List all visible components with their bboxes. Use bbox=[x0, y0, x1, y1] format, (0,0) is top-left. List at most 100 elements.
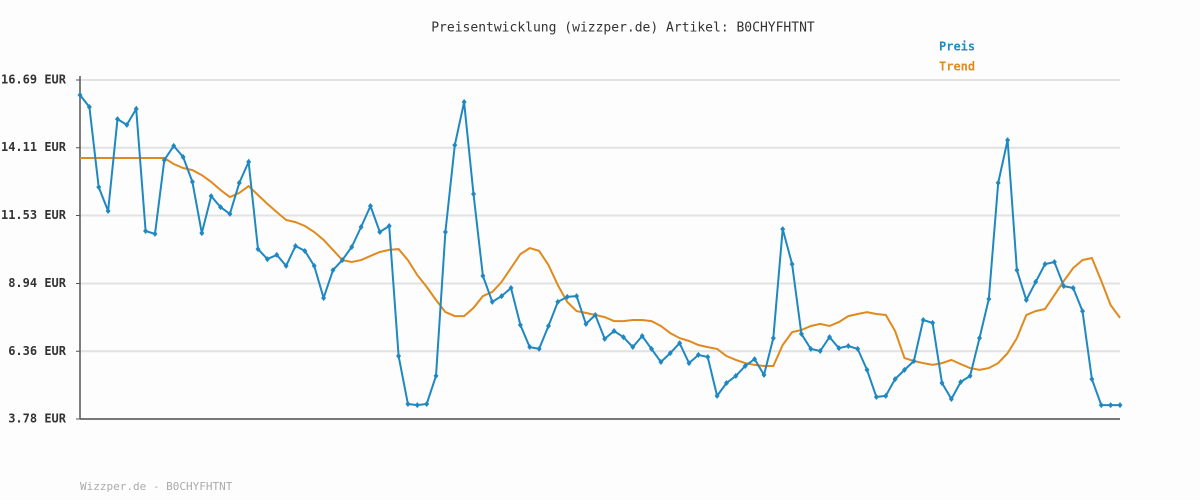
point bbox=[789, 261, 795, 268]
point bbox=[396, 352, 402, 359]
point bbox=[564, 293, 570, 300]
point bbox=[349, 244, 355, 251]
point bbox=[808, 345, 814, 352]
point bbox=[1014, 267, 1020, 274]
point bbox=[902, 366, 908, 373]
point bbox=[798, 330, 804, 337]
point bbox=[489, 298, 495, 305]
point bbox=[405, 401, 411, 408]
y-tick-label: 3.78 EUR bbox=[8, 412, 67, 426]
point bbox=[986, 295, 992, 302]
point bbox=[189, 178, 195, 185]
point bbox=[133, 105, 139, 112]
y-tick-label: 16.69 EUR bbox=[1, 73, 67, 87]
point bbox=[517, 321, 523, 328]
point bbox=[105, 208, 111, 215]
y-tick-label: 14.11 EUR bbox=[1, 140, 67, 154]
point bbox=[836, 345, 842, 352]
point bbox=[302, 247, 308, 254]
point bbox=[976, 335, 982, 342]
point bbox=[264, 256, 270, 263]
chart-title: Preisentwicklung (wizzper.de) Artikel: B… bbox=[431, 21, 815, 36]
point bbox=[292, 242, 298, 249]
point bbox=[1070, 284, 1076, 291]
point bbox=[920, 317, 926, 324]
point bbox=[695, 351, 701, 358]
point bbox=[1108, 402, 1114, 409]
point bbox=[948, 396, 954, 403]
point bbox=[1117, 402, 1123, 409]
point bbox=[143, 227, 149, 234]
point bbox=[1061, 283, 1067, 290]
point bbox=[208, 193, 214, 200]
point bbox=[545, 323, 551, 330]
point bbox=[96, 184, 102, 191]
point bbox=[864, 366, 870, 373]
y-tick-label: 6.36 EUR bbox=[8, 344, 67, 358]
point bbox=[583, 320, 589, 327]
point bbox=[311, 262, 317, 269]
point bbox=[723, 380, 729, 387]
point bbox=[592, 312, 598, 319]
point bbox=[714, 392, 720, 399]
point bbox=[77, 91, 83, 98]
point bbox=[1033, 278, 1039, 285]
point bbox=[827, 334, 833, 341]
point bbox=[752, 356, 758, 363]
point bbox=[527, 344, 533, 351]
point bbox=[161, 157, 167, 164]
point bbox=[499, 293, 505, 300]
point bbox=[246, 158, 252, 165]
point bbox=[480, 272, 486, 279]
point bbox=[536, 345, 542, 352]
point bbox=[686, 360, 692, 367]
point bbox=[733, 372, 739, 379]
line-0 bbox=[79, 94, 1120, 407]
point bbox=[218, 204, 224, 211]
point bbox=[911, 357, 917, 364]
point bbox=[1023, 297, 1029, 304]
legend-label: Trend bbox=[939, 60, 975, 74]
point bbox=[452, 142, 458, 149]
point bbox=[199, 230, 205, 237]
point bbox=[667, 350, 673, 357]
legend-label: Preis bbox=[939, 40, 975, 54]
point bbox=[274, 251, 280, 258]
point bbox=[639, 333, 645, 340]
point bbox=[967, 372, 973, 379]
point bbox=[508, 284, 514, 291]
point bbox=[180, 153, 186, 160]
point bbox=[152, 230, 158, 237]
point bbox=[883, 392, 889, 399]
point bbox=[995, 179, 1001, 186]
point bbox=[855, 345, 861, 352]
line-1 bbox=[80, 157, 1121, 371]
point bbox=[770, 335, 776, 342]
point bbox=[939, 380, 945, 387]
point bbox=[611, 328, 617, 335]
point bbox=[255, 246, 261, 253]
point bbox=[424, 401, 430, 408]
point bbox=[892, 376, 898, 383]
point bbox=[367, 203, 373, 210]
point bbox=[873, 393, 879, 400]
point bbox=[339, 257, 345, 264]
point bbox=[761, 371, 767, 378]
point bbox=[1089, 376, 1095, 383]
point bbox=[845, 343, 851, 350]
point bbox=[1042, 261, 1048, 268]
point bbox=[386, 222, 392, 229]
point bbox=[227, 210, 233, 217]
point bbox=[236, 179, 242, 186]
point bbox=[86, 104, 92, 111]
point bbox=[677, 340, 683, 347]
point bbox=[602, 335, 608, 342]
point bbox=[620, 334, 626, 341]
point bbox=[658, 359, 664, 366]
point bbox=[1098, 402, 1104, 409]
point bbox=[780, 226, 786, 233]
point bbox=[471, 190, 477, 197]
point bbox=[574, 293, 580, 300]
